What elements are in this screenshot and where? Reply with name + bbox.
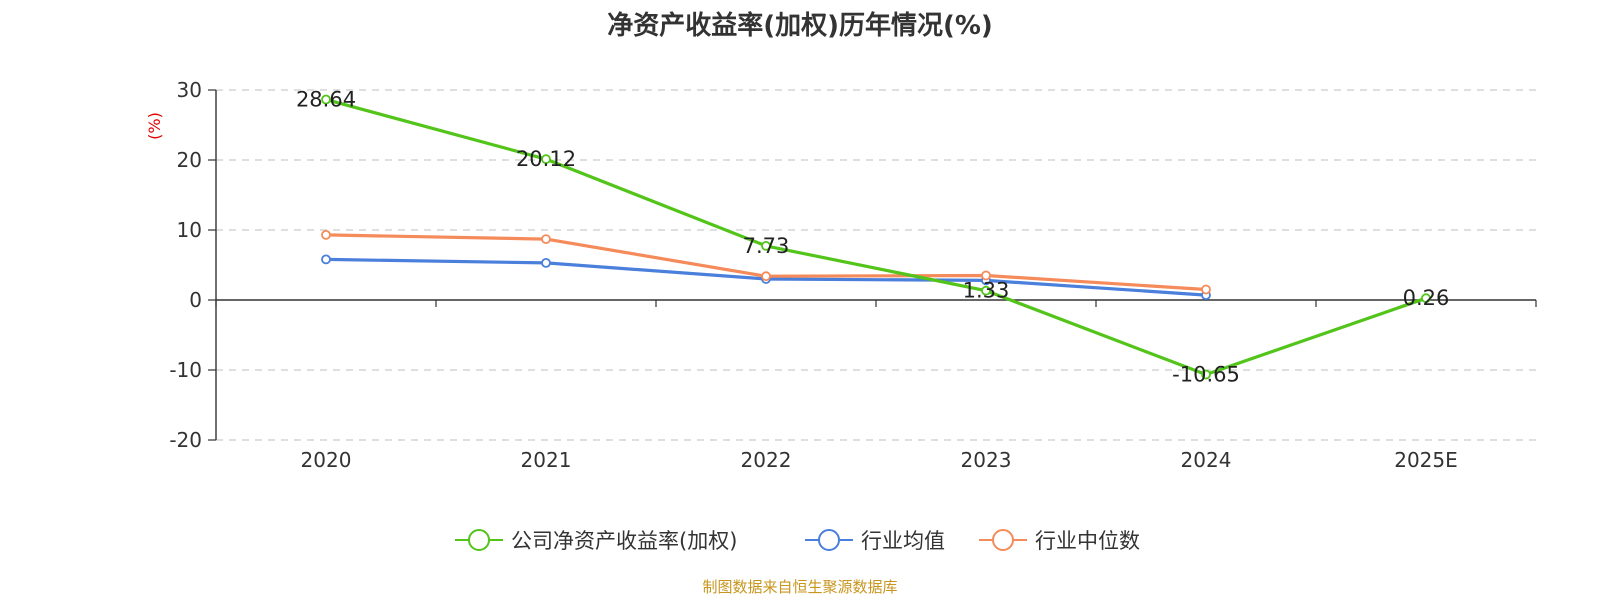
data-point xyxy=(1201,369,1211,380)
data-label: 28.64 xyxy=(296,88,356,112)
legend-circle-icon xyxy=(468,529,490,551)
data-point xyxy=(321,229,331,240)
legend-label: 行业均值 xyxy=(861,529,945,553)
data-point xyxy=(321,254,331,265)
x-tick-label: 2025E xyxy=(1394,448,1458,472)
data-point xyxy=(981,285,991,296)
source-note: 制图数据来自恒生聚源数据库 xyxy=(702,578,897,596)
legend-circle-icon xyxy=(992,529,1014,551)
data-label: 0.26 xyxy=(1403,286,1450,310)
series-lines xyxy=(321,94,1431,380)
data-point xyxy=(541,234,551,245)
y-tick-label: 0 xyxy=(189,288,202,312)
y-tick-label: 10 xyxy=(177,218,202,242)
series-line xyxy=(325,97,1427,377)
x-tick-label: 2023 xyxy=(961,448,1012,472)
data-point xyxy=(761,240,771,251)
legend-circle-icon xyxy=(818,529,840,551)
legend-item[interactable]: 行业中位数 xyxy=(979,529,1140,553)
y-tick-label: 30 xyxy=(177,78,202,102)
data-labels: 28.64 20.12 7.73 1.33 -10.65 0.26 xyxy=(296,88,1449,387)
legend-label: 公司净资产收益率(加权) xyxy=(511,529,737,553)
y-tick-label: 20 xyxy=(177,148,202,172)
data-label: 1.33 xyxy=(963,279,1010,303)
data-point xyxy=(541,257,551,268)
x-tick-label: 2020 xyxy=(301,448,352,472)
y-tick-label: -10 xyxy=(169,358,202,382)
x-tick-label: 2024 xyxy=(1181,448,1232,472)
data-point xyxy=(1421,293,1431,304)
data-point xyxy=(981,270,991,281)
data-point xyxy=(761,271,771,282)
data-label: 20.12 xyxy=(516,147,576,171)
data-point xyxy=(541,154,551,165)
data-point xyxy=(1201,284,1211,295)
data-label: 7.73 xyxy=(743,234,790,258)
legend[interactable]: 公司净资产收益率(加权) 行业均值 行业中位数 xyxy=(455,529,1140,553)
y-tick-label: -20 xyxy=(169,428,202,452)
x-tick-label: 2022 xyxy=(741,448,792,472)
legend-item[interactable]: 行业均值 xyxy=(805,529,945,553)
y-axis-unit-label: (%) xyxy=(145,112,164,140)
legend-item[interactable]: 公司净资产收益率(加权) xyxy=(455,529,737,553)
axes: 30 20 10 0 -10 -20 2020 2021 2022 2023 2024 2025E xyxy=(169,78,1537,472)
data-label: -10.65 xyxy=(1172,363,1240,387)
x-tick-label: 2021 xyxy=(521,448,572,472)
legend-label: 行业中位数 xyxy=(1035,529,1140,553)
chart-title: 净资产收益率(加权)历年情况(%) xyxy=(607,10,993,41)
data-point xyxy=(321,94,331,105)
gridlines xyxy=(216,89,1536,441)
